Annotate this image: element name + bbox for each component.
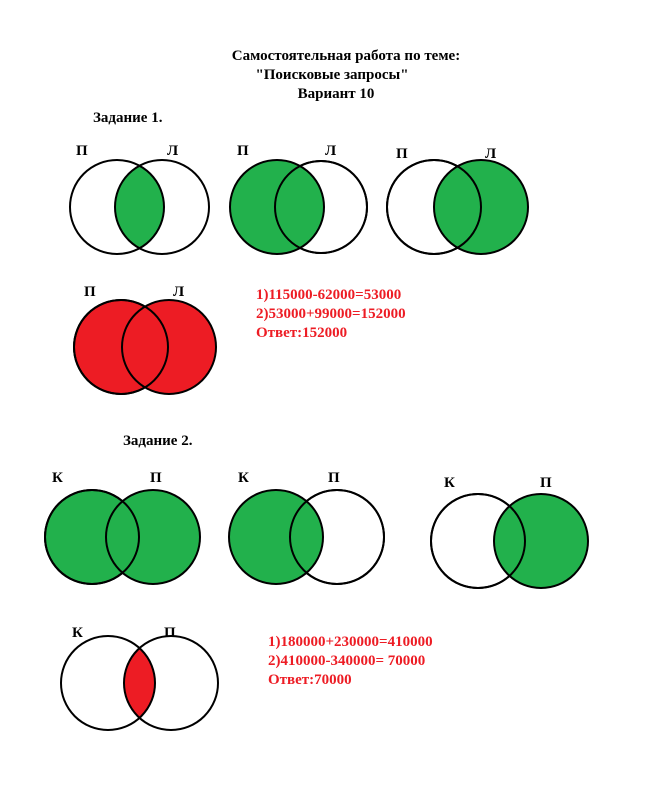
label-left: К — [72, 625, 83, 641]
venn-diagram-3-right: П Л — [386, 146, 529, 255]
label-right: П — [540, 475, 552, 491]
venn-diagram-6-left: К П — [228, 470, 385, 585]
title-line-1: Самостоятельная работа по теме: — [232, 48, 460, 64]
label-right: Л — [325, 143, 336, 159]
label-right: Л — [173, 284, 184, 300]
intersection-fill — [124, 636, 155, 730]
solution-step-1: 1)180000+230000=410000 — [268, 634, 433, 650]
title-line-3: Вариант 10 — [298, 86, 375, 102]
solution-answer: Ответ:70000 — [268, 672, 352, 688]
venn-diagram-5-union: К П — [44, 470, 201, 585]
venn-diagram-1-intersection: П Л — [69, 143, 210, 255]
intersection-fill — [115, 160, 164, 254]
task2-heading: Задание 2. — [123, 433, 193, 449]
label-right: Л — [485, 146, 496, 162]
label-right: П — [328, 470, 340, 486]
circle-right — [105, 489, 201, 585]
venn-diagram-4-union: П Л — [73, 284, 217, 395]
label-left: К — [444, 475, 455, 491]
solution-answer: Ответ:152000 — [256, 325, 347, 341]
venn-diagram-8-intersection: К П — [60, 625, 219, 731]
circle-right — [493, 493, 589, 589]
label-right: Л — [167, 143, 178, 159]
solution-step-2: 2)410000-340000= 70000 — [268, 653, 425, 669]
label-left: П — [76, 143, 88, 159]
label-left: П — [396, 146, 408, 162]
task1-heading: Задание 1. — [93, 110, 163, 126]
label-left: К — [52, 470, 63, 486]
title-line-2: "Поисковые запросы" — [255, 67, 408, 83]
circle-left — [228, 489, 324, 585]
label-left: П — [237, 143, 249, 159]
circle-left — [60, 635, 156, 731]
circle-right — [123, 635, 219, 731]
label-right: П — [150, 470, 162, 486]
task2-solution: 1)180000+230000=410000 2)410000-340000= … — [268, 634, 433, 688]
label-left: К — [238, 470, 249, 486]
venn-diagram-7-right: К П — [430, 475, 589, 589]
label-right: П — [164, 625, 176, 641]
circle-right — [114, 159, 210, 255]
solution-step-2: 2)53000+99000=152000 — [256, 306, 406, 322]
task1-solution: 1)115000-62000=53000 2)53000+99000=15200… — [256, 287, 406, 341]
circle-left — [69, 159, 165, 255]
venn-diagram-2-left: П Л — [229, 143, 368, 255]
solution-step-1: 1)115000-62000=53000 — [256, 287, 401, 303]
circle-left — [229, 159, 325, 255]
label-left: П — [84, 284, 96, 300]
